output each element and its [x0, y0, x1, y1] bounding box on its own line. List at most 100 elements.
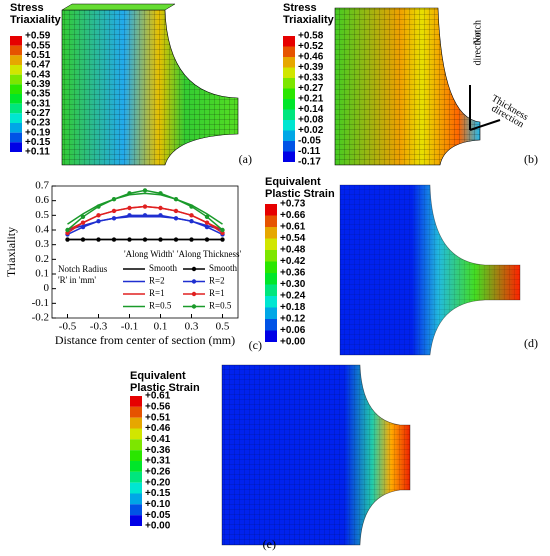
y-tick-label: 0.4 — [35, 224, 49, 236]
color-cell — [10, 45, 22, 56]
marker — [65, 237, 70, 242]
marker — [111, 216, 117, 221]
color-cell — [283, 120, 295, 131]
color-cell — [130, 461, 142, 472]
legend-group: 'Along Width' — [124, 249, 174, 259]
color-cell — [265, 296, 277, 308]
colorbar-label: +0.23 — [25, 118, 51, 129]
color-cell — [265, 319, 277, 331]
legend-title: Triaxiality — [283, 14, 335, 26]
colorbar-label: +0.14 — [298, 104, 324, 115]
colorbar-label: +0.08 — [298, 115, 324, 126]
panel-tag: (d) — [524, 336, 538, 350]
legend-title: Stress — [283, 2, 317, 14]
marker — [96, 219, 101, 224]
color-cell — [283, 46, 295, 57]
colorbar-label: +0.52 — [298, 41, 324, 52]
color-cell — [265, 250, 277, 262]
mesh-b — [334, 7, 501, 166]
color-cell — [10, 123, 22, 133]
color-cell — [130, 439, 142, 451]
marker — [142, 188, 148, 193]
legend-title: Stress — [10, 2, 44, 14]
marker — [127, 213, 132, 218]
panel-tag: (b) — [524, 152, 538, 166]
colorbar-label: +0.00 — [280, 337, 306, 348]
marker — [189, 204, 194, 209]
x-tick-label: -0.5 — [59, 321, 77, 333]
marker — [80, 214, 86, 219]
colorbar-label: +0.02 — [298, 125, 324, 136]
marker — [189, 213, 194, 218]
y-axis-label: Triaxiality — [4, 227, 18, 277]
colorbar-label: +0.05 — [145, 510, 171, 521]
color-cell — [265, 284, 277, 296]
colorbar-label: +0.33 — [298, 73, 324, 84]
color-cell — [283, 109, 295, 120]
x-tick-label: 0.1 — [154, 321, 168, 333]
legend-marker — [191, 304, 197, 309]
color-cell — [130, 482, 142, 494]
colorbar-label: +0.61 — [145, 391, 171, 402]
color-cell — [130, 471, 142, 483]
colorbar-label: +0.26 — [145, 466, 171, 477]
y-tick-label: 0 — [44, 282, 50, 294]
colorbar-label: +0.59 — [25, 31, 51, 42]
colorbar-label: +0.18 — [280, 302, 306, 313]
series-line — [67, 192, 223, 225]
color-cell — [283, 130, 295, 141]
color-cell — [10, 103, 22, 114]
x-axis-label: Distance from center of section (mm) — [55, 333, 235, 347]
y-tick-label: 0.2 — [35, 253, 49, 265]
marker — [127, 191, 132, 196]
colorbar-label: +0.15 — [145, 488, 171, 499]
color-cell — [130, 396, 142, 407]
marker — [173, 237, 179, 242]
marker — [158, 205, 163, 211]
color-cell — [10, 84, 22, 94]
color-cell — [10, 113, 22, 123]
marker — [204, 214, 210, 219]
marker — [204, 220, 210, 225]
colorbar-label: +0.24 — [280, 291, 306, 302]
legend-entry: Smooth — [149, 263, 178, 273]
x-tick-label: -0.3 — [90, 321, 108, 333]
marker — [127, 237, 132, 242]
marker — [111, 208, 117, 214]
colorbar-label: +0.36 — [280, 268, 306, 279]
colorbar-label: +0.20 — [145, 477, 171, 488]
colorbar-label: +0.46 — [145, 423, 171, 434]
y-tick-label: 0.6 — [35, 194, 49, 206]
annotation: Notch Radius — [58, 264, 108, 274]
colorbar-label: +0.55 — [25, 40, 51, 51]
marker — [80, 224, 86, 230]
color-cell — [10, 132, 22, 143]
color-cell — [10, 74, 22, 85]
colorbar-label: +0.54 — [280, 233, 306, 244]
colorbar-label: +0.35 — [25, 89, 51, 100]
colorbar-label: +0.61 — [280, 222, 306, 233]
legend-marker — [191, 279, 197, 284]
colorbar-label: +0.46 — [298, 52, 324, 63]
series-line — [67, 205, 223, 234]
colorbar-label: +0.51 — [25, 50, 51, 61]
color-cell — [283, 36, 295, 47]
color-cell — [283, 88, 295, 99]
color-cell — [130, 406, 142, 418]
legend-entry: R=2 — [149, 276, 165, 286]
legend-title: Plastic Strain — [265, 188, 335, 200]
legend-entry: R=2 — [209, 276, 225, 286]
colorbar-label: +0.42 — [280, 256, 306, 267]
panel-tag: (a) — [239, 152, 252, 166]
color-cell — [130, 515, 142, 526]
y-tick-label: 0.5 — [35, 209, 49, 221]
color-cell — [10, 94, 22, 104]
plot-frame — [51, 185, 239, 319]
legend-entry: Smooth — [209, 263, 238, 273]
y-tick-label: -0.1 — [32, 297, 49, 309]
marker — [80, 220, 86, 225]
marker — [142, 213, 148, 218]
colorbar-label: +0.43 — [25, 69, 51, 80]
legend-marker — [191, 266, 197, 272]
marker — [80, 237, 86, 242]
